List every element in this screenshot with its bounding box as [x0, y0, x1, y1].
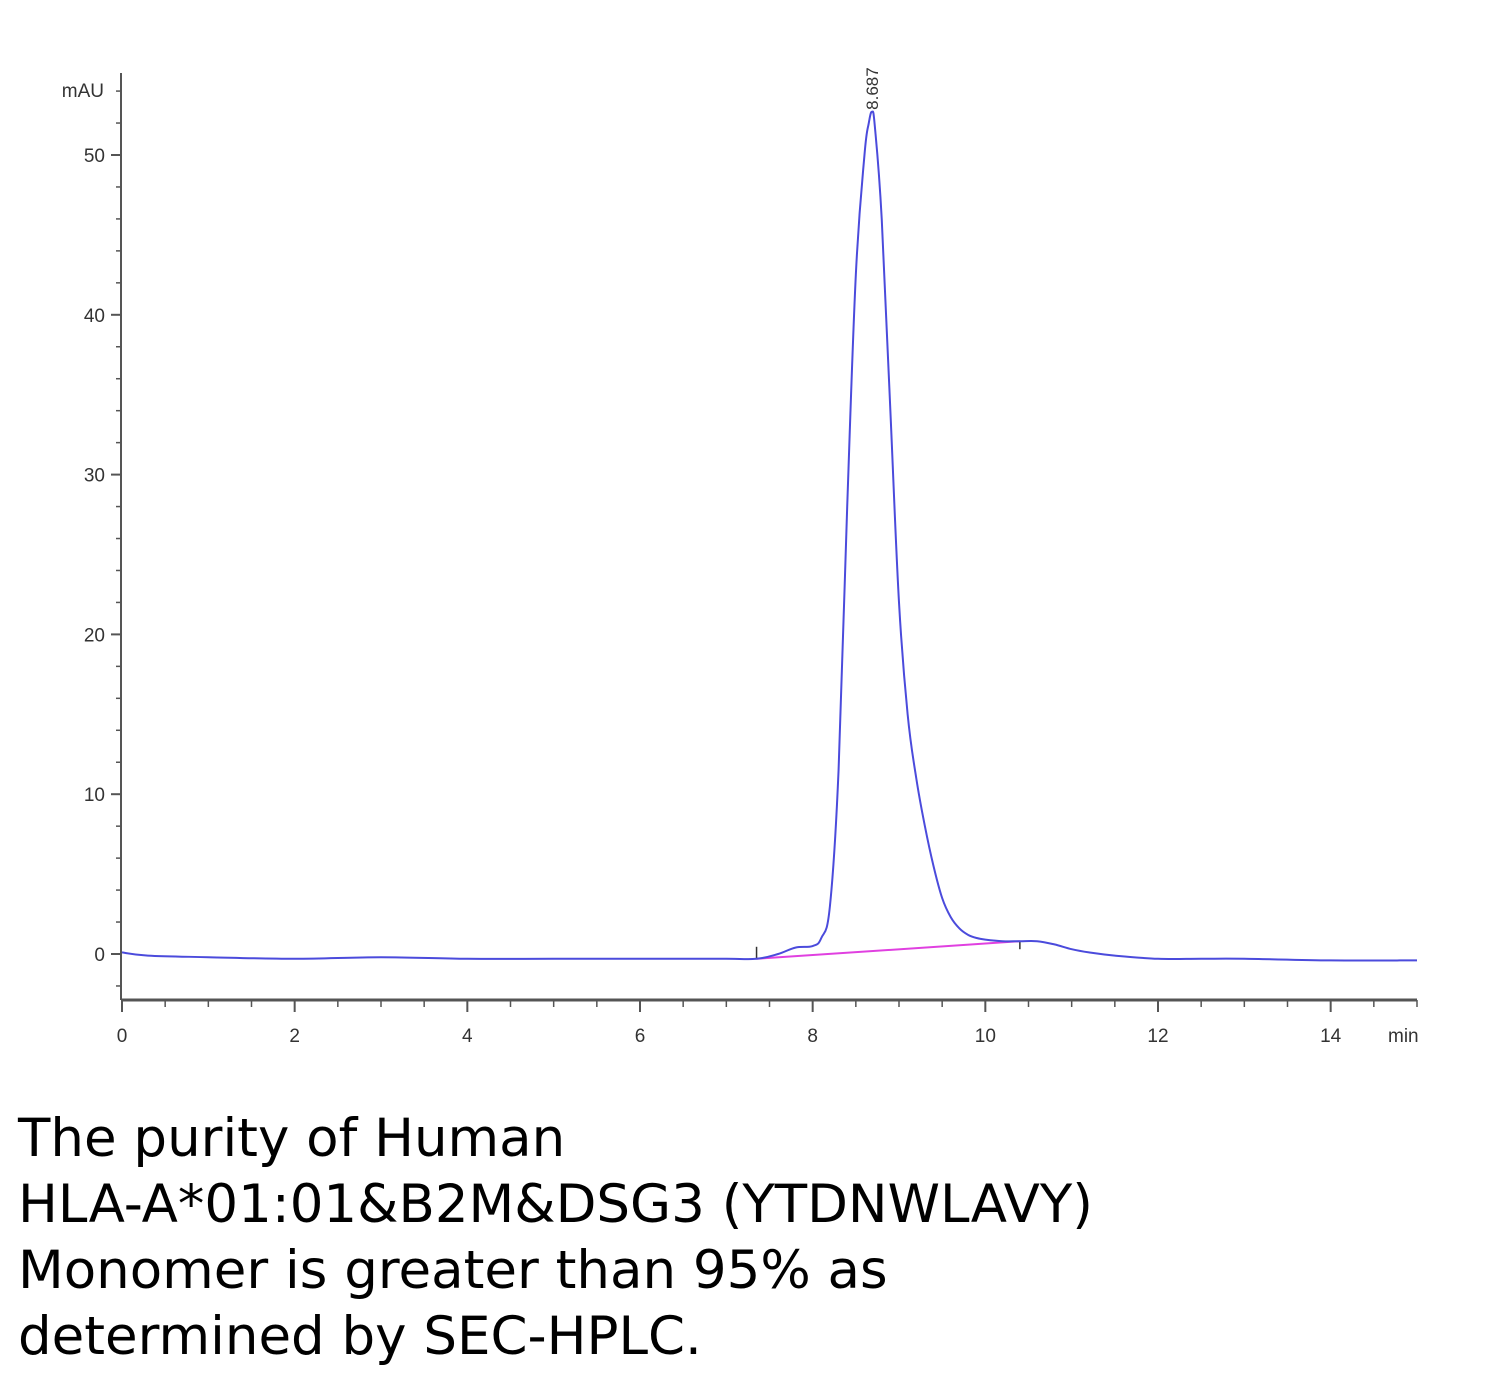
x-axis-unit-label: min — [1388, 1026, 1419, 1047]
chart-labels: mAU min 0 10 20 30 40 50 0 2 4 6 8 10 12 14 8.687 — [62, 67, 1419, 1047]
caption: The purity of Human HLA-A*01:01&B2M&DSG3… — [18, 1106, 1478, 1370]
x-tick-label: 8 — [807, 1026, 818, 1047]
caption-line: determined by SEC-HPLC. — [18, 1306, 702, 1367]
x-tick-label: 12 — [1147, 1026, 1168, 1047]
axes — [111, 73, 1418, 1012]
x-tick-label: 4 — [462, 1026, 473, 1047]
peak-retention-time-label: 8.687 — [863, 67, 882, 110]
y-tick-label: 40 — [84, 306, 105, 327]
x-tick-label: 14 — [1320, 1026, 1342, 1047]
y-tick-label: 30 — [84, 466, 105, 487]
chromatogram-line — [121, 110, 1418, 962]
chromatogram-chart: mAU min 0 10 20 30 40 50 0 2 4 6 8 10 12 14 8.687 — [62, 67, 1419, 1047]
integration-baseline-line — [756, 940, 1020, 960]
y-tick-label: 10 — [84, 785, 105, 806]
x-tick-label: 0 — [117, 1026, 128, 1047]
y-tick-label: 20 — [84, 625, 105, 646]
x-tick-label: 2 — [289, 1026, 300, 1047]
caption-line: HLA-A*01:01&B2M&DSG3 (YTDNWLAVY) — [18, 1174, 1093, 1235]
y-tick-label: 50 — [84, 146, 105, 167]
y-axis-unit-label: mAU — [62, 81, 104, 102]
caption-line: Monomer is greater than 95% as — [18, 1240, 888, 1301]
x-tick-label: 10 — [975, 1026, 996, 1047]
x-tick-label: 6 — [635, 1026, 646, 1047]
integration-baseline — [755, 940, 1021, 960]
caption-line: The purity of Human — [18, 1108, 566, 1169]
y-tick-label: 0 — [94, 945, 105, 966]
chromatogram-trace — [121, 110, 1418, 962]
